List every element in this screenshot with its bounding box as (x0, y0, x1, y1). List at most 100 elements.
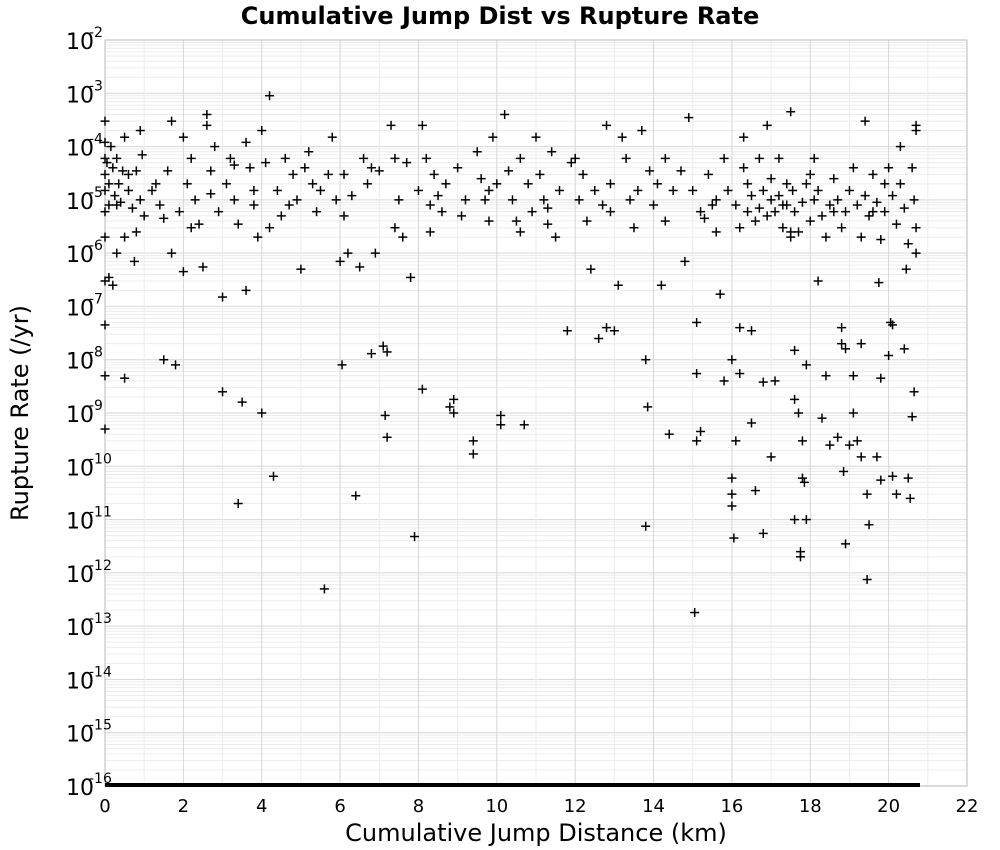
data-point (833, 432, 843, 442)
data-point (229, 160, 239, 170)
data-point (100, 424, 110, 434)
data-point (872, 452, 882, 462)
data-point (453, 163, 463, 173)
data-point (359, 153, 369, 163)
x-tick-label: 8 (413, 796, 424, 817)
data-point (308, 179, 318, 189)
data-point (762, 211, 772, 221)
x-tick-label: 4 (256, 796, 267, 817)
data-point (844, 185, 854, 195)
y-tick-label: 10-16 (66, 771, 112, 801)
data-point (888, 191, 898, 201)
y-tick-base: 10 (66, 137, 94, 162)
data-point (758, 377, 768, 387)
data-point (841, 207, 851, 217)
data-point (112, 153, 122, 163)
data-point (582, 216, 592, 226)
data-point (100, 137, 110, 147)
data-point (147, 185, 157, 195)
data-point (390, 223, 400, 233)
data-point (891, 489, 901, 499)
data-point (104, 179, 114, 189)
data-point (433, 191, 443, 201)
data-point (566, 158, 576, 168)
data-point (304, 147, 314, 157)
data-point (106, 142, 116, 152)
y-tick-base: 10 (66, 669, 94, 694)
data-point (202, 120, 212, 130)
data-point (848, 408, 858, 418)
data-point (112, 248, 122, 258)
data-point (805, 169, 815, 179)
data-point (104, 200, 114, 210)
data-point (739, 163, 749, 173)
data-point (899, 344, 909, 354)
data-point (895, 179, 905, 189)
data-point (786, 232, 796, 242)
x-axis-label: Cumulative Jump Distance (km) (345, 819, 727, 847)
data-point (233, 219, 243, 229)
data-point (660, 153, 670, 163)
data-point (747, 191, 756, 201)
data-point (880, 179, 890, 189)
data-point (539, 195, 549, 205)
data-point (643, 402, 653, 412)
data-point (668, 185, 678, 195)
x-tick-label: 0 (99, 796, 110, 817)
y-tick-exponent: -15 (89, 718, 112, 734)
data-point (837, 223, 847, 233)
data-point (809, 153, 819, 163)
data-point (151, 179, 161, 189)
data-point (590, 185, 600, 195)
data-point (500, 109, 510, 119)
data-point (233, 499, 243, 509)
data-point (609, 326, 619, 336)
data-point (743, 179, 753, 189)
data-point (112, 200, 122, 210)
data-point (743, 207, 753, 217)
data-point (504, 166, 514, 176)
data-point (100, 232, 110, 242)
y-axis-ticks: 10-210-310-410-510-610-710-810-910-1010-… (66, 25, 112, 801)
data-point (468, 449, 478, 459)
data-point (876, 373, 886, 383)
data-point (848, 371, 858, 381)
data-point (120, 373, 130, 383)
data-point (100, 169, 110, 179)
data-point (692, 369, 702, 379)
y-tick-label: 10-6 (66, 238, 103, 268)
data-point (652, 179, 662, 189)
data-point (531, 132, 541, 142)
data-point (484, 216, 494, 226)
data-point (292, 195, 302, 205)
data-point (766, 174, 776, 184)
data-point (339, 211, 349, 221)
data-point (839, 466, 849, 476)
data-point (754, 203, 764, 213)
data-point (735, 223, 745, 233)
data-point (605, 179, 615, 189)
data-point (178, 267, 188, 277)
data-point (108, 163, 118, 173)
data-point (909, 195, 919, 205)
data-point (844, 440, 854, 450)
data-point (167, 248, 177, 258)
y-tick-label: 10-13 (66, 611, 112, 641)
data-point (484, 185, 494, 195)
data-point (114, 179, 124, 189)
data-point (496, 420, 506, 430)
data-point (719, 153, 729, 163)
data-point (476, 174, 486, 184)
data-point (895, 142, 905, 152)
data-point (186, 223, 196, 233)
data-point (110, 191, 120, 201)
data-point (410, 532, 420, 542)
data-point (795, 552, 805, 562)
data-point (696, 207, 706, 217)
data-point (159, 355, 169, 365)
data-point (852, 436, 862, 446)
data-point (676, 166, 686, 176)
data-point (378, 341, 388, 351)
y-tick-exponent: -5 (89, 185, 103, 201)
data-point (265, 223, 275, 233)
